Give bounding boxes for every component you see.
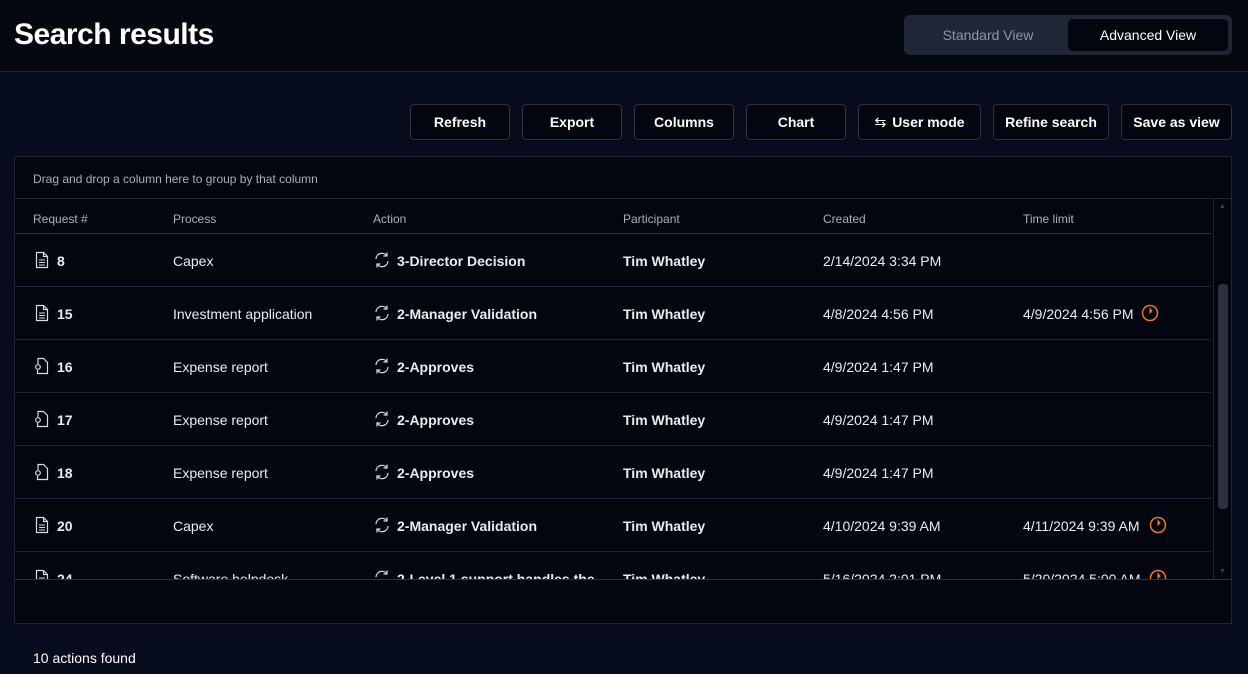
column-header-request[interactable]: Request # <box>33 212 88 226</box>
action-name[interactable]: 3-Director Decision <box>397 253 526 269</box>
scroll-up-arrow-icon[interactable]: ▲ <box>1219 203 1226 210</box>
table-row[interactable]: 20 Capex 2-Manager Validation Tim Whatle… <box>15 499 1211 552</box>
action-name[interactable]: 2-Approves <box>397 359 475 375</box>
process-name: Capex <box>173 518 214 534</box>
participant-name: Tim Whatley <box>623 412 706 428</box>
chart-button[interactable]: Chart <box>746 104 846 140</box>
process-name: Capex <box>173 253 214 269</box>
document-icon <box>35 251 49 272</box>
created-date: 4/10/2024 9:39 AM <box>823 518 941 534</box>
participant-name: Tim Whatley <box>623 571 706 579</box>
participant-name: Tim Whatley <box>623 518 706 534</box>
refine-search-button[interactable]: Refine search <box>993 104 1109 140</box>
table-row[interactable]: 15 Investment application 2-Manager Vali… <box>15 287 1211 340</box>
document-gear-icon <box>35 410 49 431</box>
results-grid: Drag and drop a column here to group by … <box>14 156 1232 624</box>
action-name[interactable]: 2-Level 1 support handles the <box>397 571 595 579</box>
columns-button[interactable]: Columns <box>634 104 734 140</box>
sync-icon <box>373 251 391 272</box>
timer-icon <box>1141 304 1159 325</box>
standard-view-tab[interactable]: Standard View <box>942 27 1034 43</box>
save-as-view-button[interactable]: Save as view <box>1121 104 1232 140</box>
action-name[interactable]: 2-Manager Validation <box>397 306 538 322</box>
process-name: Expense report <box>173 465 268 481</box>
process-name: Software helpdesk <box>173 571 289 579</box>
column-header-time-limit[interactable]: Time limit <box>1023 212 1074 226</box>
column-header-process[interactable]: Process <box>173 212 217 226</box>
request-number[interactable]: 24 <box>57 571 73 579</box>
swap-arrows-icon: ⇆ <box>874 114 887 130</box>
process-name: Investment application <box>173 306 313 322</box>
request-number[interactable]: 8 <box>57 253 65 269</box>
sync-icon <box>373 569 391 579</box>
document-icon <box>35 516 49 537</box>
column-header-participant[interactable]: Participant <box>623 212 680 226</box>
sync-icon <box>373 304 391 325</box>
request-number[interactable]: 16 <box>57 359 73 375</box>
participant-name: Tim Whatley <box>623 306 706 322</box>
participant-name: Tim Whatley <box>623 465 706 481</box>
document-icon <box>35 304 49 325</box>
request-number[interactable]: 20 <box>57 518 73 534</box>
time-limit-date: 5/20/2024 5:00 AM <box>1023 571 1141 579</box>
table-row[interactable]: 18 Expense report 2-Approves Tim Whatley… <box>15 446 1211 499</box>
table-row[interactable]: 16 Expense report 2-Approves Tim Whatley… <box>15 340 1211 393</box>
created-date: 2/14/2024 3:34 PM <box>823 253 942 269</box>
participant-name: Tim Whatley <box>623 253 706 269</box>
document-icon <box>35 569 49 579</box>
user-mode-label: User mode <box>892 114 965 130</box>
export-button[interactable]: Export <box>522 104 622 140</box>
process-name: Expense report <box>173 359 268 375</box>
scrollbar-thumb[interactable] <box>1218 284 1228 509</box>
action-name[interactable]: 2-Approves <box>397 412 475 428</box>
table-row[interactable]: 8 Capex 3-Director Decision Tim Whatley … <box>15 234 1211 287</box>
table-row[interactable]: 17 Expense report 2-Approves Tim Whatley… <box>15 393 1211 446</box>
created-date: 4/9/2024 1:47 PM <box>823 359 934 375</box>
page-header: Search results Standard View Advanced Vi… <box>0 0 1248 72</box>
result-count: 10 actions found <box>33 650 136 666</box>
action-name[interactable]: 2-Manager Validation <box>397 518 538 534</box>
timer-icon <box>1149 516 1167 537</box>
view-toggle: Standard View Advanced View <box>904 15 1232 55</box>
created-date: 4/9/2024 1:47 PM <box>823 412 934 428</box>
document-gear-icon <box>35 463 49 484</box>
created-date: 4/9/2024 1:47 PM <box>823 465 934 481</box>
created-date: 4/8/2024 4:56 PM <box>823 306 934 322</box>
participant-name: Tim Whatley <box>623 359 706 375</box>
time-limit-date: 4/11/2024 9:39 AM <box>1023 518 1140 534</box>
sync-icon <box>373 357 391 378</box>
request-number[interactable]: 17 <box>57 412 73 428</box>
action-name[interactable]: 2-Approves <box>397 465 475 481</box>
table-row[interactable]: 24 Software helpdesk 2-Level 1 support h… <box>15 552 1211 579</box>
user-mode-button[interactable]: ⇆ User mode <box>858 104 981 140</box>
advanced-view-tab[interactable]: Advanced View <box>1068 19 1228 51</box>
request-number[interactable]: 18 <box>57 465 73 481</box>
column-header-created[interactable]: Created <box>823 212 866 226</box>
request-number[interactable]: 15 <box>57 306 73 322</box>
vertical-scrollbar[interactable]: ▲ ▼ <box>1213 199 1231 579</box>
sync-icon <box>373 463 391 484</box>
page-title: Search results <box>14 18 214 51</box>
grid-footer <box>15 579 1231 624</box>
grid-header: Request # Process Action Participant Cre… <box>15 199 1211 234</box>
sync-icon <box>373 516 391 537</box>
created-date: 5/16/2024 2:01 PM <box>823 571 942 579</box>
refresh-button[interactable]: Refresh <box>410 104 510 140</box>
document-gear-icon <box>35 357 49 378</box>
scroll-down-arrow-icon[interactable]: ▼ <box>1219 568 1226 575</box>
sync-icon <box>373 410 391 431</box>
process-name: Expense report <box>173 412 268 428</box>
group-by-drop-zone[interactable]: Drag and drop a column here to group by … <box>15 157 1231 199</box>
grid-body: 8 Capex 3-Director Decision Tim Whatley … <box>15 234 1211 579</box>
time-limit-date: 4/9/2024 4:56 PM <box>1023 306 1134 322</box>
column-header-action[interactable]: Action <box>373 212 407 226</box>
timer-icon <box>1149 569 1167 579</box>
